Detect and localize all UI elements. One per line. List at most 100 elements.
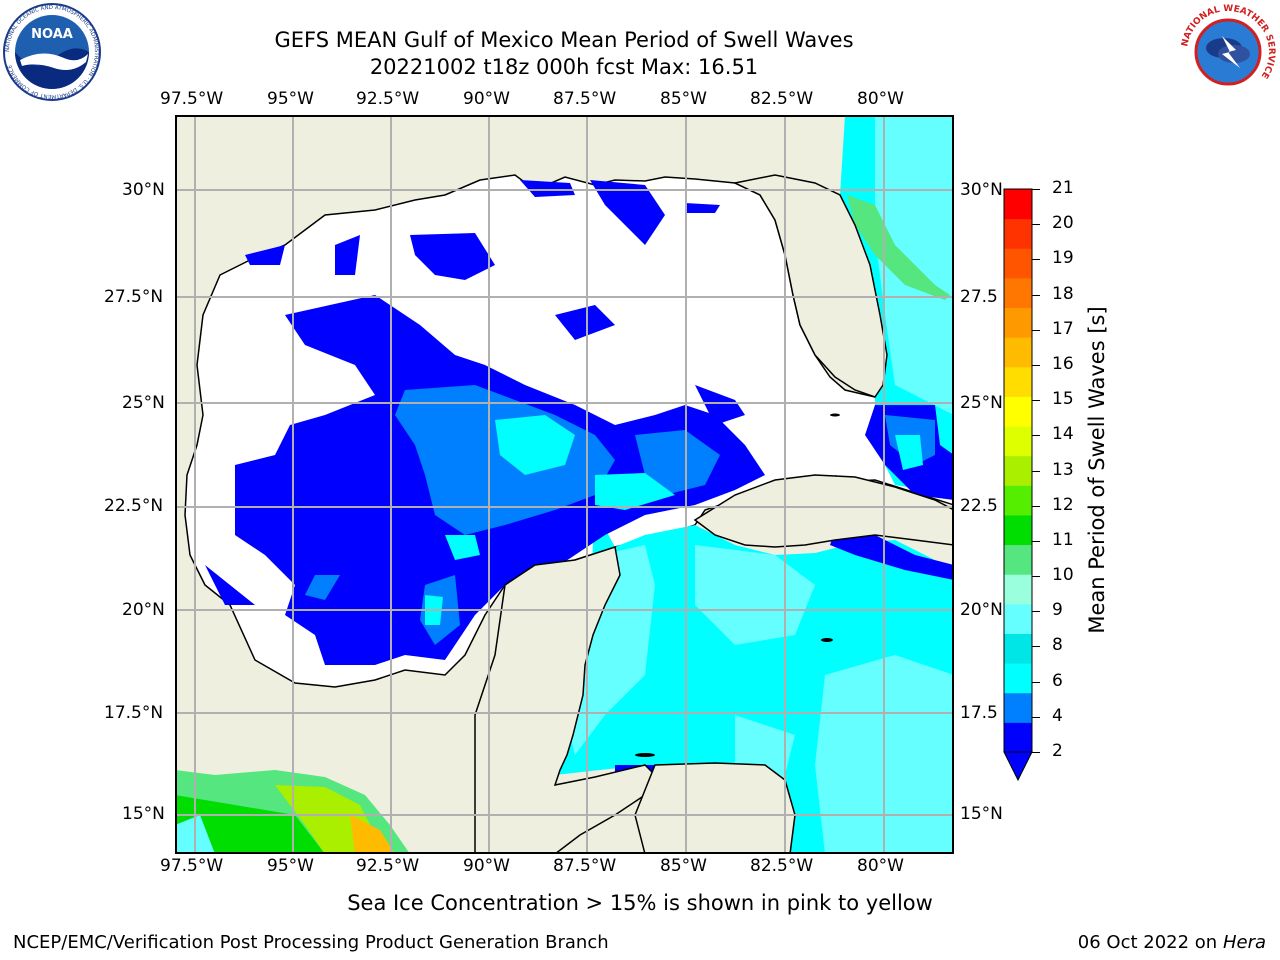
colorbar-tick-mark [1032,329,1040,331]
colorbar-cell [1004,307,1032,338]
colorbar-cell [1004,692,1032,723]
chart-title: GEFS MEAN Gulf of Mexico Mean Period of … [274,28,854,52]
colorbar-tick-mark [1032,505,1040,507]
lon-label-top: 82.5°W [750,89,814,109]
lon-label-top: 87.5°W [553,89,617,109]
colorbar-tick-mark [1032,716,1040,718]
date-text: 06 Oct 2022 on [1077,932,1218,953]
lat-label-right: 25°N [960,393,1003,413]
colorbar-tick-mark [1032,752,1040,753]
graticule [175,115,954,854]
lat-label-right: 17.5 [960,703,998,723]
lat-label-right: 15°N [960,804,1003,824]
lon-label-top: 97.5°W [160,89,224,109]
colorbar-tick-label: 17 [1052,318,1074,339]
colorbar-cell [1004,366,1032,397]
colorbar-tick-label: 9 [1052,600,1063,621]
colorbar-tick-label: 2 [1052,741,1063,761]
colorbar-tick-mark [1032,294,1040,296]
colorbar-cell [1004,189,1032,220]
colorbar-cell [1004,396,1032,427]
chart-subtitle: 20221002 t18z 000h fcst Max: 16.51 [369,55,759,79]
lon-label-top: 85°W [660,89,707,109]
lat-label-right: 30°N [960,180,1003,200]
lon-label-bottom: 95°W [267,856,314,876]
colorbar-tick-mark [1032,364,1040,366]
yucatan-land [474,546,656,854]
map-frame [175,115,954,854]
lon-label-bottom: 80°W [857,856,904,876]
colorbar-tick-mark [1032,576,1040,578]
lon-label-top: 90°W [463,89,510,109]
nws-logo: NATIONAL WEATHER SERVICE [1180,4,1276,100]
lat-label-right: 20°N [960,600,1003,620]
gulf-cyan [425,415,923,625]
colorbar-tick-label: 20 [1052,213,1074,234]
colorbar-cell [1004,574,1032,605]
colorbar-tick-label: 6 [1052,670,1063,691]
noaa-logo: NOAA NATIONAL OCEANIC AND ATMOSPHERIC AD… [3,3,101,101]
colorbar-tick-mark [1032,540,1040,542]
colorbar-cell [1004,663,1032,694]
colorbar-cell [1004,248,1032,279]
pacific-orange [350,815,395,854]
lon-label-bottom: 82.5°W [750,856,814,876]
colorbar-cell [1004,603,1032,634]
host-name: Hera [1222,932,1266,953]
colorbar-cell [1004,544,1032,575]
colorbar-tick-mark [1032,681,1040,683]
lon-label-bottom: 92.5°W [356,856,420,876]
colorbar-tick-label: 19 [1052,248,1074,269]
lat-label-left: 15°N [122,804,165,824]
lat-label-left: 27.5°N [104,287,164,307]
sea-ice-note: Sea Ice Concentration > 15% is shown in … [347,891,933,915]
islands [635,413,840,757]
lat-label-left: 25°N [122,393,165,413]
map-plot [175,115,954,854]
colorbar-tick-label: 14 [1052,424,1074,445]
lat-label-right: 22.5 [960,496,998,516]
colorbar-cell [1004,455,1032,486]
colorbar-cell [1004,277,1032,309]
colorbar-tick-mark [1032,646,1040,648]
colorbar-cell [1004,218,1032,249]
colorbar-tick-label: 11 [1052,529,1074,550]
colorbar-tick-mark [1032,435,1040,437]
pacific-green-core [175,795,325,854]
colorbar-tick-label: 10 [1052,565,1074,586]
colorbar-cell [1004,633,1032,664]
lon-label-bottom: 97.5°W [160,856,224,876]
colorbar-tick-label: 15 [1052,389,1074,410]
colorbar-tick-label: 12 [1052,494,1074,515]
lon-label-top: 95°W [267,89,314,109]
lat-label-left: 17.5°N [104,703,164,723]
colorbar-tick-mark [1032,224,1040,226]
colorbar-tick-mark [1032,400,1040,402]
colorbar-tick-label: 13 [1052,459,1074,480]
atlantic-green-band [847,195,950,300]
colorbar-tick-mark [1032,611,1040,613]
central-america-land [634,762,796,854]
colorbar-tick-mark [1032,470,1040,472]
gulf-mid-blue [305,385,935,645]
credit-text: NCEP/EMC/Verification Post Processing Pr… [13,932,609,953]
colorbar-tick-mark [1032,259,1040,261]
lat-label-right: 27.5 [960,287,998,307]
colorbar-cell [1004,426,1032,457]
colorbar-tick-label: 16 [1052,353,1074,374]
date-stamp: 06 Oct 2022 on Hera [1078,932,1266,953]
lon-label-bottom: 90°W [463,856,510,876]
colorbar-label: Mean Period of Swell Waves [s] [1085,306,1109,634]
svg-text:NOAA: NOAA [31,27,73,42]
colorbar-tick-label: 8 [1052,635,1063,656]
lon-label-top: 92.5°W [356,89,420,109]
colorbar-tick-label: 4 [1052,705,1063,726]
lon-label-top: 80°W [857,89,904,109]
lat-label-left: 20°N [122,600,165,620]
colorbar-tick-label: 18 [1052,283,1074,304]
colorbar-cell [1004,722,1032,753]
lat-label-left: 22.5°N [104,496,164,516]
colorbar-tick-mark [1032,189,1040,190]
lon-label-bottom: 87.5°W [553,856,617,876]
colorbar-cell [1004,514,1032,546]
